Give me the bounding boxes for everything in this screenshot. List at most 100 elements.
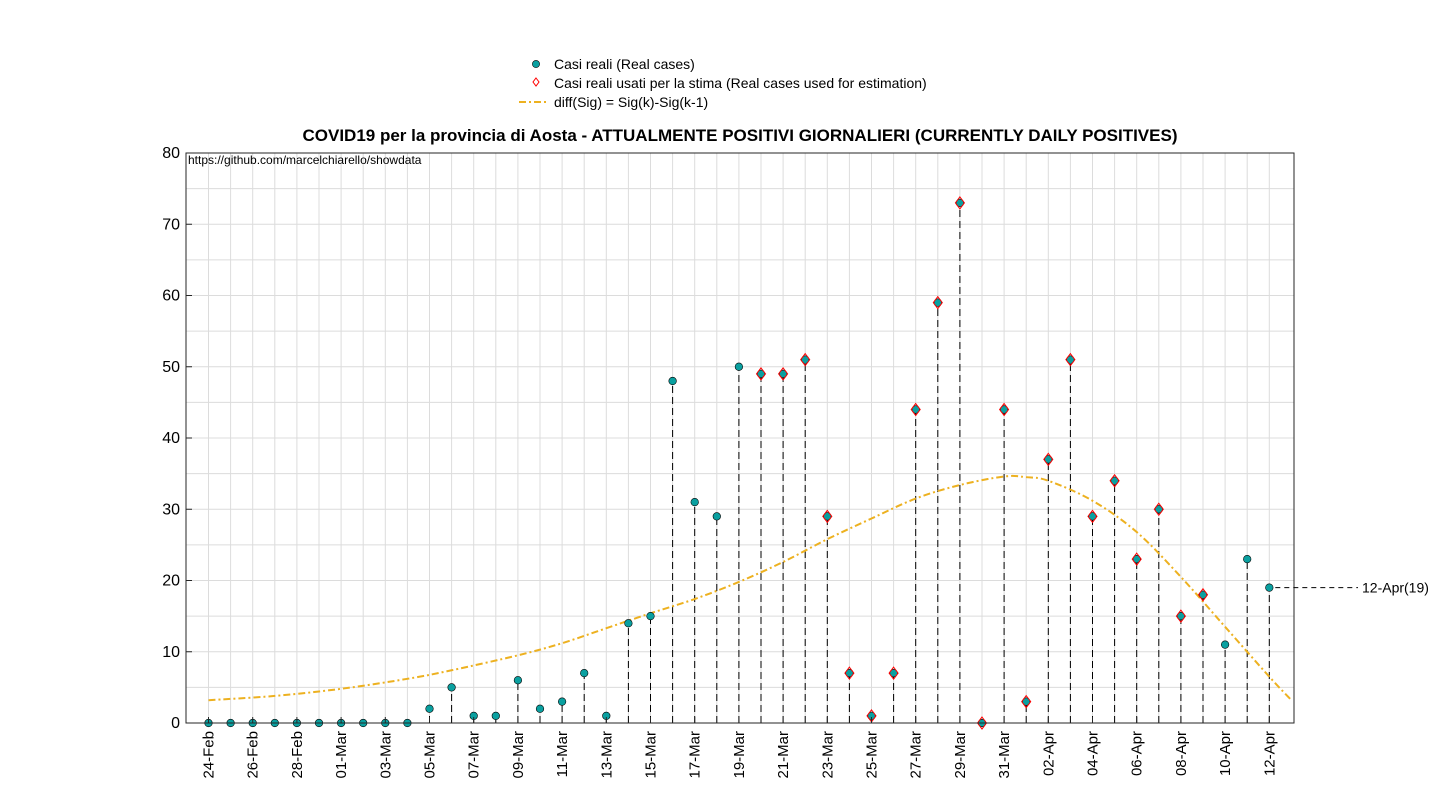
y-tick-label: 0: [171, 715, 180, 732]
real-case-point: [646, 612, 655, 621]
estimation-point: [1043, 452, 1054, 467]
real-case-point: [491, 711, 500, 720]
x-tick-label: 27-Mar: [908, 731, 925, 779]
legend-estimation-label: Casi reali usati per la stima (Real case…: [554, 75, 927, 91]
real-case-point: [845, 669, 854, 678]
estimation-point: [888, 666, 899, 680]
x-tick-label: 31-Mar: [996, 731, 1013, 779]
real-case-point: [1176, 612, 1185, 621]
x-tick-label: 04-Apr: [1085, 731, 1102, 776]
estimation-point: [1153, 502, 1164, 517]
x-tick-label: 11-Mar: [554, 731, 571, 777]
legend-real-marker: [532, 60, 540, 68]
real-case-point: [1220, 640, 1230, 649]
estimation-point: [932, 295, 943, 310]
estimation-point: [1065, 352, 1076, 367]
real-case-point: [933, 298, 942, 307]
x-tick-label: 25-Mar: [864, 731, 881, 779]
x-tick-label: 10-Apr: [1217, 731, 1234, 776]
y-tick-label: 80: [162, 145, 180, 162]
legend-estimation-marker: [532, 77, 540, 87]
y-tick-label: 50: [162, 359, 180, 376]
real-case-point: [756, 369, 766, 378]
real-case-point: [1265, 583, 1274, 592]
real-case-point: [1154, 505, 1163, 514]
x-tick-label: 06-Apr: [1129, 731, 1146, 776]
y-tick-label: 40: [162, 430, 180, 447]
x-tick-label: 05-Mar: [422, 731, 439, 779]
real-case-point: [1044, 455, 1053, 464]
x-tick-label: 09-Mar: [510, 731, 527, 779]
legend: Casi reali (Real cases) Casi reali usati…: [519, 56, 927, 110]
estimation-point: [1131, 552, 1142, 566]
estimation-point: [910, 402, 921, 417]
real-case-point: [580, 669, 589, 678]
estimation-point: [822, 509, 833, 524]
x-tick-label: 28-Feb: [289, 731, 306, 779]
x-tick-label: 01-Mar: [333, 731, 350, 779]
real-case-point: [734, 362, 744, 371]
x-tick-label: 08-Apr: [1173, 731, 1190, 776]
real-case-point: [999, 405, 1009, 414]
real-case-point: [535, 704, 545, 713]
estimation-point: [1087, 509, 1098, 524]
real-case-point: [1132, 555, 1141, 564]
estimation-point: [777, 367, 789, 381]
real-case-point: [778, 369, 788, 378]
estimation-point: [976, 716, 988, 730]
source-url: https://github.com/marcelchiarello/showd…: [188, 153, 422, 167]
legend-fit-label: diff(Sig) = Sig(k)-Sig(k-1): [554, 94, 708, 110]
x-tick-label: 07-Mar: [466, 731, 483, 779]
x-tick-label: 02-Apr: [1040, 731, 1057, 776]
x-tick-label: 21-Mar: [775, 731, 792, 779]
y-axis: 0 10 20 30 40 50 60 70 80: [162, 145, 192, 732]
real-case-point: [1243, 555, 1252, 564]
annotation-label: 12-Apr(19): [1362, 580, 1429, 596]
fit-curve: [208, 474, 1293, 702]
real-case-point: [425, 704, 434, 713]
y-tick-label: 60: [162, 288, 180, 305]
estimation-point: [1197, 587, 1209, 602]
real-case-point: [668, 376, 677, 386]
real-case-point: [1022, 697, 1031, 706]
estimation-point: [1109, 473, 1120, 488]
estimation-point: [844, 666, 855, 680]
real-case-point: [889, 669, 898, 678]
x-tick-label: 29-Mar: [952, 731, 969, 779]
y-tick-label: 70: [162, 216, 180, 233]
real-case-point: [1066, 355, 1075, 364]
x-tick-label: 17-Mar: [687, 731, 704, 779]
real-case-point: [447, 683, 456, 692]
real-case-point: [624, 619, 633, 628]
x-tick-label: 13-Mar: [598, 731, 615, 779]
x-tick-label: 15-Mar: [643, 731, 660, 779]
y-tick-label: 30: [162, 501, 180, 518]
x-tick-label: 23-Mar: [819, 731, 836, 779]
real-case-point: [1198, 590, 1208, 599]
grid: [186, 152, 1294, 724]
real-case-point: [712, 512, 721, 521]
estimation-point: [1175, 609, 1187, 623]
real-case-point: [1088, 512, 1097, 521]
x-tick-label: 12-Apr: [1261, 731, 1278, 776]
real-case-point: [513, 676, 523, 685]
real-case-point: [557, 697, 567, 706]
y-tick-label: 20: [162, 573, 180, 590]
estimation-point: [954, 196, 966, 210]
chart-title: COVID19 per la provincia di Aosta - ATTU…: [302, 126, 1177, 145]
x-tick-label: 26-Feb: [245, 731, 262, 779]
estimation-point: [800, 352, 811, 367]
real-case-point: [801, 355, 810, 364]
estimation-point: [755, 367, 767, 381]
legend-real-label: Casi reali (Real cases): [554, 56, 695, 72]
x-tick-label: 24-Feb: [201, 731, 218, 779]
estimation-points: [755, 196, 1209, 730]
stems: [429, 202, 1270, 723]
real-case-point: [955, 198, 965, 207]
estimation-point: [1021, 694, 1032, 709]
real-case-point: [823, 512, 832, 521]
estimation-point: [998, 402, 1010, 417]
x-axis: 24-Feb 26-Feb 28-Feb 01-Mar 03-Mar 05-Mar 07-M…: [201, 717, 1278, 779]
real-case-point: [690, 498, 699, 507]
